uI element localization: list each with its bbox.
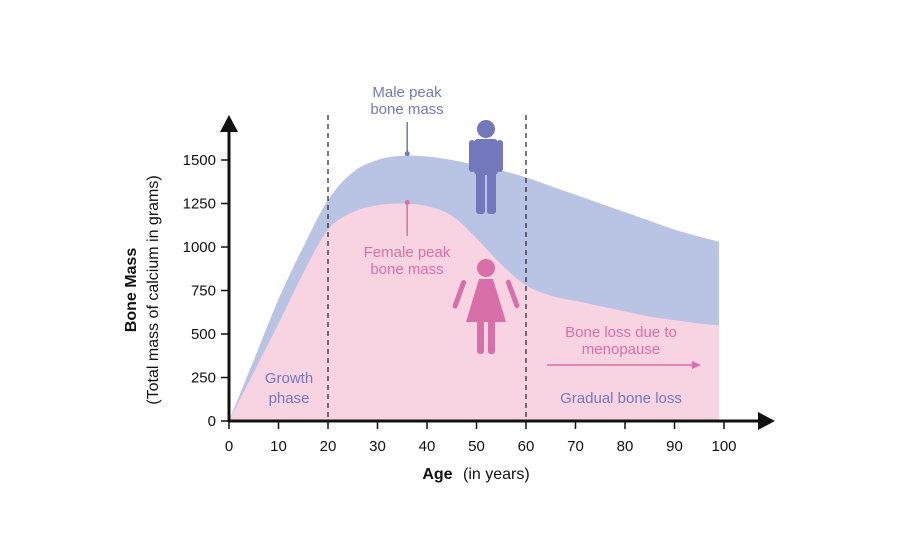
growth-phase-label: Growth xyxy=(265,370,313,387)
x-axis-arrowhead xyxy=(758,412,775,430)
x-axis-title: Age (in years) xyxy=(422,466,529,483)
x-tick-label: 50 xyxy=(468,438,485,455)
growth-phase-label-line2: phase xyxy=(269,390,310,407)
gradual-bone-loss-label: Gradual bone loss xyxy=(560,390,682,407)
male-peak-label: Male peak xyxy=(372,84,442,101)
y-tick-label: 1000 xyxy=(183,239,216,256)
y-tick-label: 750 xyxy=(191,283,216,300)
male-peak-label-line2: bone mass xyxy=(370,101,443,118)
y-tick-label: 1500 xyxy=(183,152,216,169)
y-axis-title-bold: Bone Mass xyxy=(123,248,140,333)
axes xyxy=(220,115,775,430)
x-tick-label: 30 xyxy=(369,438,386,455)
menopause-arrow-head xyxy=(692,361,701,369)
y-axis-title-rest: (Total mass of calcium in grams) xyxy=(145,175,162,404)
x-axis-title-rest: (in years) xyxy=(463,466,530,483)
y-tick-label: 500 xyxy=(191,326,216,343)
female-peak-marker-dot xyxy=(404,200,410,205)
x-tick-label: 10 xyxy=(270,438,287,455)
y-tick-label: 1250 xyxy=(183,196,216,213)
x-tick-label: 60 xyxy=(518,438,535,455)
menopause-loss-label: Bone loss due to xyxy=(565,324,677,341)
x-tick-label: 80 xyxy=(617,438,634,455)
x-tick-label: 90 xyxy=(666,438,683,455)
tick-layer: 0 10 20 30 40 50 60 70 80 90 100025050075010001250… xyxy=(183,152,737,455)
x-tick-label: 70 xyxy=(567,438,584,455)
x-tick-label: 40 xyxy=(419,438,436,455)
male-peak-marker-dot xyxy=(404,151,410,157)
menopause-loss-label-line2: menopause xyxy=(582,341,660,358)
x-tick-label: 20 xyxy=(320,438,337,455)
annotation-layer: Male peak bone mass Female peak bone mas… xyxy=(265,84,701,407)
y-tick-label: 0 xyxy=(208,413,216,430)
y-axis-arrowhead xyxy=(220,115,238,132)
female-figure-icon xyxy=(452,259,520,354)
female-peak-label-line2: bone mass xyxy=(370,261,443,278)
y-tick-label: 250 xyxy=(191,370,216,387)
x-tick-label: 100 xyxy=(711,438,736,455)
female-peak-label: Female peak xyxy=(364,244,451,261)
x-tick-label: 0 xyxy=(225,438,233,455)
phase-dividers xyxy=(327,115,527,421)
x-axis-title-bold: Age xyxy=(422,466,452,483)
male-figure-icon xyxy=(469,120,503,214)
